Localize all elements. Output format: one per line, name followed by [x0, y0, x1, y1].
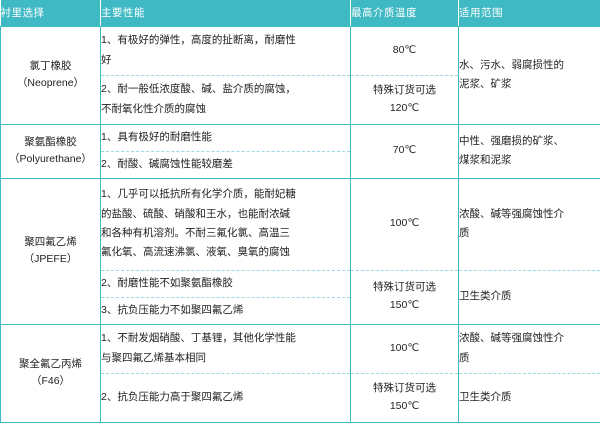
temperature-cell: 100℃: [350, 178, 459, 271]
header-application-scope: 适用范围: [458, 0, 600, 27]
table-header-row: 衬里选择 主要性能 最高介质温度 适用范围: [0, 0, 600, 27]
material-cell-polyurethane: 聚氨酯橡胶 （Polyurethane）: [0, 124, 101, 179]
table-row: 2、抗负压能力高于聚四氟乙烯 特殊订货可选 150℃ 卫生类介质: [1, 373, 600, 423]
scope-cell: 卫生类介质: [458, 373, 600, 423]
performance-cell: 2、抗负压能力高于聚四氟乙烯: [100, 373, 351, 423]
performance-cell: 1、几乎可以抵抗所有化学介质，能耐妃糖 的盐酸、硫酸、硝酸和王水，也能耐浓碱 和…: [100, 178, 351, 271]
material-cell-ptfe: 聚四氟乙烯 （JPEFE）: [0, 178, 101, 325]
header-main-performance: 主要性能: [100, 0, 351, 27]
table-row: 2、耐磨性能不如聚氨酯橡胶 特殊订货可选 150℃ 卫生类介质: [1, 270, 600, 325]
performance-cell: 1、不耐发烟硝酸、丁基锂，其他化学性能 与聚四氟乙烯基本相同: [100, 324, 351, 374]
scope-cell: 浓酸、碱等强腐蚀性介 质: [458, 324, 600, 374]
scope-cell: 浓酸、碱等强腐蚀性介 质: [458, 178, 600, 271]
table-row: 2、耐一般低浓度酸、碱、盐介质的腐蚀， 不耐氧化性介质的腐蚀 特殊订货可选 12…: [1, 75, 600, 125]
header-lining-selection: 衬里选择: [0, 0, 101, 27]
temperature-cell: 80℃: [350, 26, 459, 76]
performance-cell: 2、耐一般低浓度酸、碱、盐介质的腐蚀， 不耐氧化性介质的腐蚀: [100, 75, 351, 125]
temperature-cell: 特殊订货可选 120℃: [350, 75, 459, 125]
table-row: 2、耐酸、碱腐蚀性能较磨差: [1, 151, 600, 179]
temperature-cell: 特殊订货可选 150℃: [350, 373, 459, 423]
temperature-cell: 特殊订货可选 150℃: [350, 270, 459, 325]
scope-cell: 水、污水、弱腐损性的 泥浆、矿浆: [458, 26, 600, 125]
temperature-cell: 70℃: [350, 124, 459, 179]
scope-cell: 中性、强磨损的矿浆、 煤浆和泥浆: [458, 124, 600, 179]
performance-cell: 2、耐磨性能不如聚氨酯橡胶: [100, 270, 351, 298]
table-row: 聚四氟乙烯 （JPEFE） 1、几乎可以抵抗所有化学介质，能耐妃糖 的盐酸、硫酸…: [0, 178, 600, 325]
table-row: 氯丁橡胶 （Neoprene） 1、有极好的弹性，高度的扯断离，耐磨性 好 80…: [0, 26, 600, 125]
table-row: 3、抗负压能力不如聚四氟乙烯: [1, 297, 600, 325]
performance-cell: 3、抗负压能力不如聚四氟乙烯: [100, 297, 351, 325]
material-cell-fep: 聚全氟乙丙烯 （F46）: [0, 324, 101, 423]
header-max-medium-temperature: 最高介质温度: [350, 0, 459, 27]
performance-cell: 1、具有极好的耐磨性能: [100, 124, 351, 152]
table-row: 聚全氟乙丙烯 （F46） 1、不耐发烟硝酸、丁基锂，其他化学性能 与聚四氟乙烯基…: [0, 324, 600, 423]
performance-cell: 1、有极好的弹性，高度的扯断离，耐磨性 好: [100, 26, 351, 76]
scope-cell: 卫生类介质: [458, 270, 600, 325]
temperature-cell: 100℃: [350, 324, 459, 374]
material-cell-neoprene: 氯丁橡胶 （Neoprene）: [0, 26, 101, 125]
performance-cell: 2、耐酸、碱腐蚀性能较磨差: [100, 151, 351, 179]
table-row: 聚氨酯橡胶 （Polyurethane） 1、具有极好的耐磨性能 70℃ 中性、…: [0, 124, 600, 179]
